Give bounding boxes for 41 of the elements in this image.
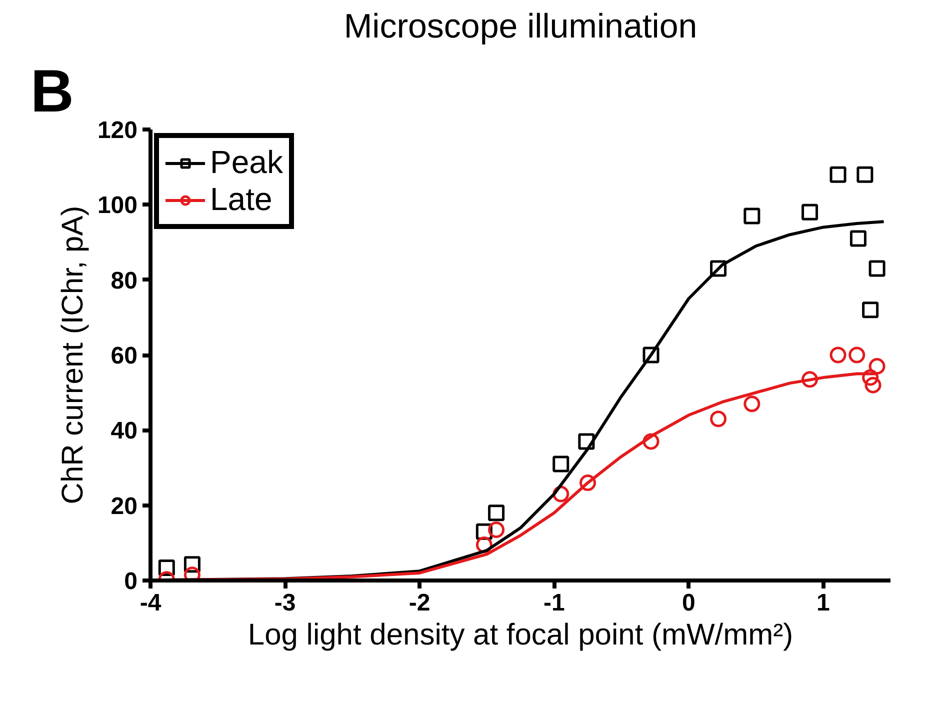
x-tick-label: -4 (140, 590, 162, 616)
x-axis-title: Log light density at focal point (mW/mm²) (248, 618, 794, 652)
point (802, 371, 818, 388)
x-tick-label: -3 (274, 590, 296, 616)
point (710, 410, 727, 428)
point (850, 230, 866, 247)
point (868, 358, 886, 375)
point (580, 474, 596, 492)
point (864, 376, 882, 394)
point (488, 504, 505, 522)
chart-title: Microscope illumination (344, 8, 698, 46)
point (710, 260, 727, 277)
text: B (30, 58, 74, 124)
y-tick-label: 80 (110, 267, 138, 294)
point (868, 260, 886, 277)
point (862, 302, 879, 318)
point (642, 346, 660, 364)
legend-label: Peak (210, 144, 283, 181)
point (856, 166, 874, 183)
x-tick-label: -2 (408, 590, 430, 616)
point (552, 456, 570, 472)
x-tick-label: 0 (682, 590, 696, 616)
x-tick-label: -1 (543, 590, 565, 616)
point (802, 204, 818, 220)
point (848, 346, 866, 364)
y-tick-label: 0 (124, 568, 138, 595)
y-tick-label: 20 (110, 492, 138, 520)
y-tick-label: 40 (110, 418, 138, 445)
point (830, 346, 846, 364)
y-tick-label: 120 (97, 117, 138, 144)
y-axis-title: ChR current (IChr, pA) (56, 206, 90, 504)
y-tick-label: 60 (110, 342, 138, 370)
point (488, 522, 505, 538)
legend-label: Late (210, 181, 272, 218)
y-tick-label: 100 (97, 192, 138, 220)
point (744, 208, 760, 224)
point (578, 433, 595, 450)
point (642, 433, 660, 450)
point (744, 396, 760, 412)
point (830, 166, 846, 183)
x-tick-label: 1 (816, 590, 830, 616)
